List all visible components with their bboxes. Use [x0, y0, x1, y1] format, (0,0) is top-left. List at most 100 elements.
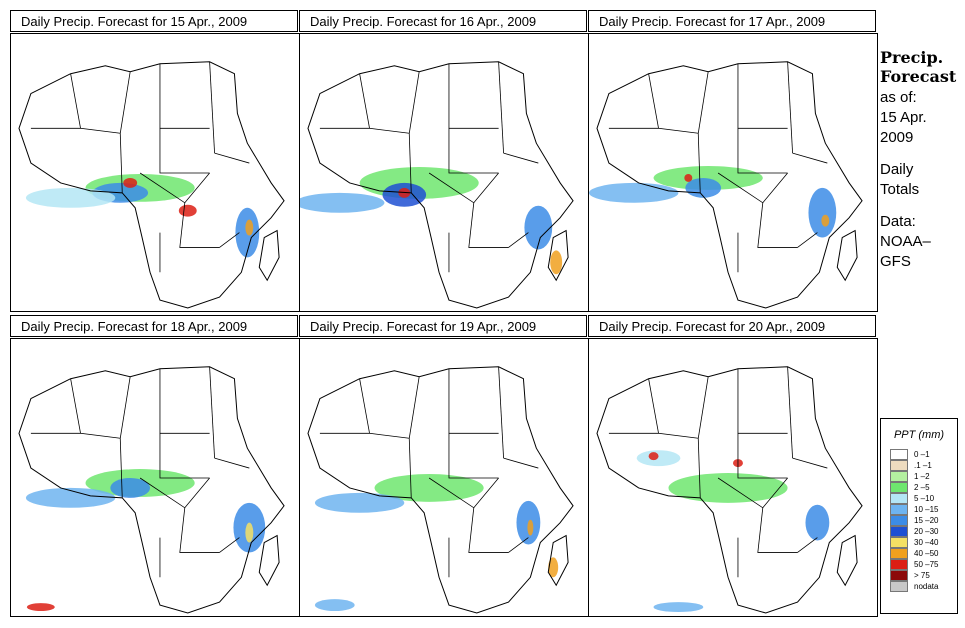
precip-area [653, 166, 763, 190]
legend-item: .1 –1 [881, 460, 957, 471]
country-border [757, 202, 798, 248]
coastline [18, 366, 285, 614]
legend-swatch [890, 482, 908, 493]
precip-area [527, 519, 534, 536]
country-border [119, 376, 131, 439]
legend-item: 10 –15 [881, 504, 957, 515]
country-border [697, 71, 709, 134]
country-border [648, 73, 699, 134]
forecast-panel-2: Daily Precip. Forecast for 16 Apr., 2009 [299, 10, 589, 312]
country-border [648, 378, 699, 439]
precip-area [653, 602, 704, 613]
data-source-line-2: GFS [880, 253, 911, 270]
data-source-line-1: NOAA– [880, 233, 931, 250]
madagascar-outline [258, 229, 280, 282]
precip-area [668, 473, 788, 503]
precip-area [524, 205, 553, 250]
panel-title: Daily Precip. Forecast for 18 Apr., 2009 [10, 315, 298, 337]
country-border [697, 438, 701, 498]
legend-item: 40 –50 [881, 548, 957, 559]
precip-area [26, 603, 55, 612]
legend-label: 40 –50 [914, 549, 939, 558]
country-border [119, 71, 131, 134]
country-border [697, 376, 709, 439]
legend-label: 0 –1 [914, 450, 930, 459]
country-border [717, 172, 788, 204]
heading-line-1: Precip. [880, 48, 944, 67]
country-border [159, 433, 210, 479]
legend-swatch [890, 526, 908, 537]
precip-area [314, 492, 405, 513]
legend-label: 50 –75 [914, 560, 939, 569]
precip-area [636, 450, 681, 467]
country-border [757, 507, 798, 553]
country-border [359, 378, 410, 439]
country-border [448, 128, 499, 174]
country-border [179, 507, 220, 553]
coastline [307, 61, 574, 309]
country-border [408, 376, 420, 439]
country-border [787, 61, 793, 154]
asof-label: as of: [880, 89, 917, 106]
country-border [508, 537, 529, 553]
legend-label: 5 –10 [914, 494, 935, 503]
legend-swatch [890, 471, 908, 482]
country-border [408, 133, 412, 193]
country-border [408, 71, 420, 134]
legend-swatch [890, 548, 908, 559]
precip-area [110, 477, 151, 498]
precip-area [245, 522, 254, 543]
country-border [359, 73, 410, 134]
legend-item: > 75 [881, 570, 957, 581]
legend-label: nodata [914, 582, 939, 591]
country-border [448, 368, 499, 434]
country-border [70, 73, 121, 134]
coastline [307, 366, 574, 614]
precip-map [10, 33, 300, 312]
legend-swatch [890, 537, 908, 548]
precip-map [299, 338, 589, 617]
legend-swatch [890, 449, 908, 460]
panel-title: Daily Precip. Forecast for 17 Apr., 2009 [588, 10, 876, 32]
sidebar-info: Precip. Forecast as of: 15 Apr. 2009 Dai… [880, 48, 965, 272]
precip-map [588, 338, 878, 617]
country-border [219, 232, 240, 248]
country-border [70, 378, 121, 439]
country-border [119, 133, 123, 193]
forecast-panel-4: Daily Precip. Forecast for 18 Apr., 2009 [10, 315, 300, 617]
country-border [214, 152, 250, 164]
country-border [797, 537, 818, 553]
country-border [209, 61, 215, 154]
country-border [468, 202, 509, 248]
legend-label: 15 –20 [914, 516, 939, 525]
country-border [468, 507, 509, 553]
legend-label: 2 –5 [914, 483, 930, 492]
madagascar-outline [547, 229, 569, 282]
country-border [448, 433, 499, 479]
precip-map [10, 338, 300, 617]
precip-area [589, 182, 679, 203]
precip-area [805, 504, 830, 541]
country-border [498, 61, 504, 154]
panel-title: Daily Precip. Forecast for 20 Apr., 2009 [588, 315, 876, 337]
panel-title: Daily Precip. Forecast for 19 Apr., 2009 [299, 315, 587, 337]
precip-area [25, 487, 116, 508]
country-border [159, 63, 210, 129]
madagascar-outline [547, 534, 569, 587]
legend-swatch [890, 493, 908, 504]
precip-area [821, 214, 830, 227]
legend-title: PPT (mm) [893, 429, 945, 441]
country-border [159, 368, 210, 434]
precip-map [588, 33, 878, 312]
country-border [214, 457, 250, 469]
forecast-panel-5: Daily Precip. Forecast for 19 Apr., 2009 [299, 315, 589, 617]
country-border [737, 368, 788, 434]
legend-item: 30 –40 [881, 537, 957, 548]
coastline [596, 366, 863, 614]
legend-item: 15 –20 [881, 515, 957, 526]
legend-label: .1 –1 [914, 461, 932, 470]
country-border [503, 152, 539, 164]
asof-date-line-1: 15 Apr. [880, 109, 927, 126]
asof-date-line-2: 2009 [880, 129, 914, 146]
country-border [797, 232, 818, 248]
